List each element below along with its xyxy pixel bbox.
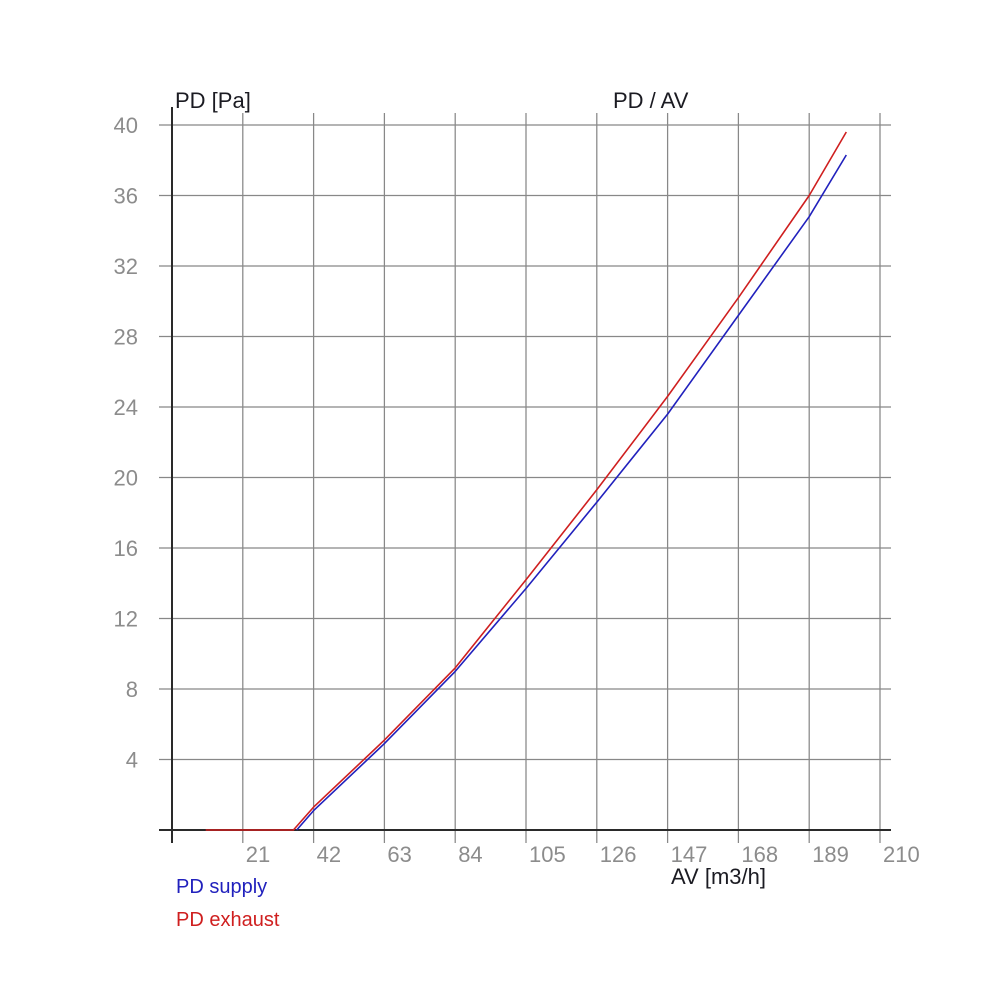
y-tick-label: 28 [114, 325, 138, 350]
y-tick-label: 16 [114, 536, 138, 561]
x-tick-label: 63 [387, 842, 411, 867]
x-axis-title: AV [m3/h] [671, 864, 766, 889]
series-line-pd-exhaust [205, 131, 847, 831]
chart-legend: PD supply PD exhaust [176, 877, 279, 943]
y-tick-label: 20 [114, 466, 138, 491]
x-tick-label: 147 [671, 842, 708, 867]
x-tick-label: 105 [529, 842, 566, 867]
x-tick-label: 210 [883, 842, 920, 867]
x-tick-label: 168 [741, 842, 778, 867]
legend-label-exhaust: PD exhaust [176, 909, 280, 931]
x-tick-label: 189 [812, 842, 849, 867]
legend-item-exhaust: PD exhaust [176, 910, 279, 930]
x-tick-label: 84 [458, 842, 482, 867]
y-tick-label: 8 [126, 677, 138, 702]
y-tick-label: 40 [114, 113, 138, 138]
x-tick-label: 21 [246, 842, 270, 867]
y-tick-label: 4 [126, 748, 138, 773]
x-tick-label: 126 [600, 842, 637, 867]
y-tick-label: 12 [114, 607, 138, 632]
series-line-pd-supply [296, 154, 847, 831]
y-tick-label: 36 [114, 184, 138, 209]
y-tick-label: 32 [114, 254, 138, 279]
legend-item-supply: PD supply [176, 877, 279, 897]
y-tick-label: 24 [114, 395, 138, 420]
y-axis-title: PD [Pa] [175, 88, 251, 113]
x-tick-label: 42 [317, 842, 341, 867]
chart-title: PD / AV [613, 88, 689, 113]
legend-label-supply: PD supply [176, 876, 268, 898]
